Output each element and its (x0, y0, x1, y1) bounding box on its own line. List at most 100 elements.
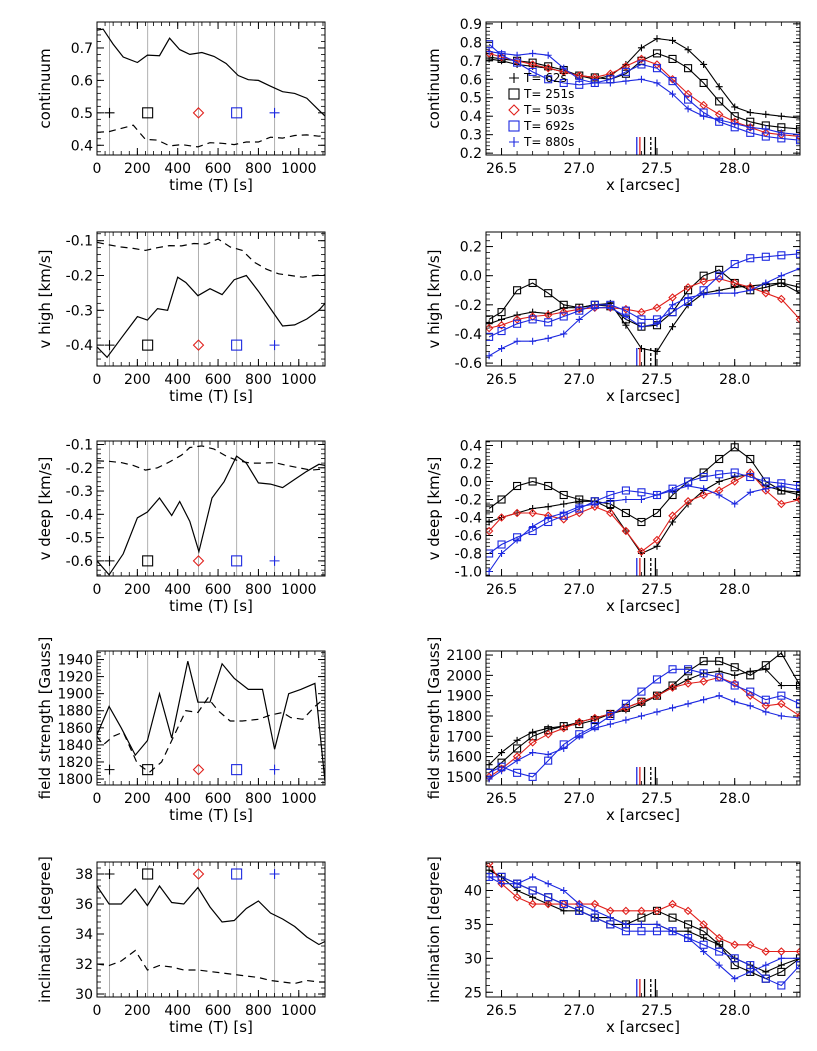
y-axis-label: v deep [km/s] (425, 457, 443, 561)
y-tick-label: 0.7 (460, 54, 482, 70)
series-point (715, 947, 724, 956)
series-point (795, 681, 800, 690)
series-point (715, 470, 724, 479)
series-point (715, 454, 724, 464)
series-point (795, 132, 800, 141)
series-point (795, 495, 800, 504)
series-point (795, 961, 800, 970)
series-point (652, 508, 662, 518)
x-tick-label: 27.5 (641, 372, 672, 388)
legend-label: T= 692s (523, 119, 574, 133)
x-tick-label: 200 (124, 582, 151, 598)
series-point (622, 920, 630, 928)
time-symbol-plus (269, 764, 280, 775)
x-tick-label: 27.5 (641, 1003, 672, 1019)
series-point (637, 345, 645, 353)
series-point (543, 63, 553, 73)
series-point (486, 332, 494, 341)
series-point (668, 54, 677, 63)
series-point (637, 496, 645, 503)
series-point (653, 35, 661, 43)
x-tick-label: 1000 (281, 161, 317, 177)
y-axis-label: field strength [Gauss] (425, 637, 443, 800)
x-tick-label: 200 (124, 791, 151, 807)
series-point (796, 714, 800, 722)
y-axis-label: v high [km/s] (36, 250, 54, 349)
series-point (730, 112, 739, 121)
series-point (683, 906, 693, 916)
series-point (653, 491, 661, 499)
series-point (621, 486, 630, 495)
series-point (683, 283, 693, 292)
series-point (777, 651, 786, 658)
y-tick-label: -0.6 (455, 529, 482, 545)
series-point (777, 294, 786, 304)
series-point (730, 443, 739, 452)
series-point (513, 286, 522, 295)
x-tick-label: 200 (124, 372, 151, 388)
time-symbol-plus (104, 764, 115, 775)
series-point (637, 712, 645, 720)
series-point (730, 259, 739, 269)
x-tick-label: 400 (164, 1003, 191, 1019)
series-point (637, 906, 646, 916)
series-point (684, 105, 692, 113)
legend-label: T= 880s (523, 135, 574, 149)
legend-symbol (508, 104, 520, 116)
series-point (652, 691, 662, 700)
series-point (622, 716, 630, 724)
series-point (486, 518, 493, 526)
time-symbol-plus (269, 555, 280, 566)
series-line (488, 863, 800, 953)
series-point (731, 120, 739, 128)
series-point (700, 485, 708, 493)
x-tick-label: 27.0 (564, 372, 595, 388)
series-point (637, 323, 645, 331)
series-point (637, 75, 645, 83)
x-tick-label: 28.0 (719, 372, 750, 388)
time-symbol-plus (269, 340, 280, 351)
series-point (486, 873, 493, 881)
series-point (777, 482, 785, 490)
series-point (590, 502, 600, 511)
series-point (652, 535, 662, 545)
series-point (669, 36, 677, 44)
series-point (746, 472, 755, 482)
series-point (637, 920, 645, 928)
series-point (684, 920, 693, 929)
series-point (715, 961, 723, 969)
plot-frame (96, 861, 326, 998)
x-tick-label: 200 (124, 161, 151, 177)
series-point (668, 899, 677, 909)
series-point (486, 40, 494, 49)
y-tick-label: -1.0 (455, 565, 482, 581)
series-point (575, 720, 584, 729)
series-point (606, 497, 614, 505)
series-point (513, 536, 521, 544)
series-point (715, 692, 723, 700)
series-point (699, 277, 708, 286)
y-tick-label: 1500 (446, 770, 482, 786)
series-line (488, 668, 800, 778)
y-tick-label: -0.3 (66, 484, 93, 500)
y-tick-label: -0.2 (455, 298, 482, 314)
series-point (761, 477, 770, 486)
series-point (498, 49, 506, 57)
y-tick-label: 0.4 (460, 109, 482, 125)
series-point (715, 673, 724, 682)
y-tick-label: 30 (75, 987, 93, 1003)
series-point (590, 715, 599, 725)
series-point (684, 294, 692, 302)
series-point (746, 687, 755, 696)
series-point (544, 503, 552, 511)
series-point (544, 51, 552, 59)
legend-symbol (509, 73, 519, 83)
series-point (796, 264, 800, 272)
series-point (513, 58, 522, 67)
series-point (795, 125, 800, 134)
series-point (777, 112, 785, 120)
series-point (795, 249, 800, 258)
series-point (575, 732, 583, 740)
plot-frame (485, 440, 801, 577)
series-point (559, 67, 569, 77)
